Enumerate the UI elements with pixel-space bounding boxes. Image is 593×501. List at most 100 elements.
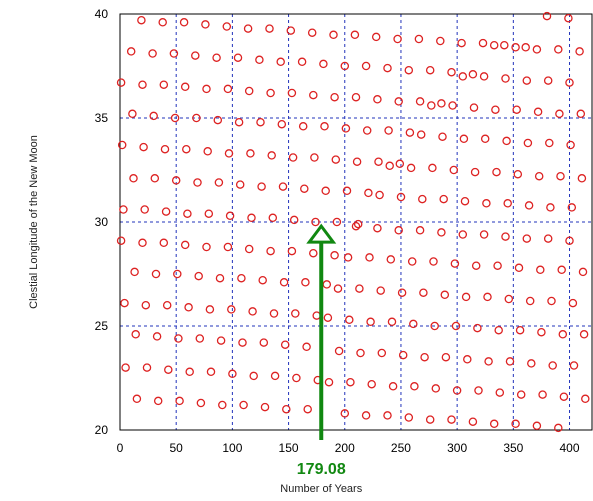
data-point [214,178,224,187]
y-tick-label: 20 [95,423,109,437]
data-point [478,38,488,48]
data-point [116,78,126,87]
data-point [393,34,402,44]
data-point [233,53,243,62]
data-point [269,309,279,318]
data-point [394,226,403,235]
data-point [559,392,569,401]
data-point [170,113,180,123]
data-point [503,199,512,208]
data-point [501,232,510,241]
data-point [511,419,520,429]
data-point [334,346,344,356]
data-point [410,382,419,391]
data-point [524,201,534,210]
data-point [228,369,237,379]
x-tick-label: 0 [117,441,124,455]
data-point [247,213,256,223]
data-point [248,307,257,316]
data-point [289,215,299,225]
data-point [555,109,564,119]
data-point [568,298,578,308]
data-point [149,111,158,121]
data-point [292,373,301,383]
data-point [495,388,505,397]
data-point [449,165,459,175]
data-point [473,323,482,333]
data-point [556,171,565,181]
data-point [425,415,435,424]
data-point [138,80,147,89]
data-point [548,361,557,370]
data-point [202,84,211,94]
data-point [521,43,530,52]
data-point [523,138,533,148]
data-point [224,149,234,158]
data-point [567,203,577,212]
data-point [491,105,500,114]
data-point [333,284,343,293]
x-tick-label: 400 [560,441,580,455]
data-point [386,255,396,264]
data-point [377,348,387,358]
data-point [543,76,553,85]
data-point [137,15,146,25]
data-point [438,132,447,141]
data-point [451,321,461,331]
data-point [418,194,427,204]
data-point [311,217,320,227]
data-point [537,327,546,337]
data-point [516,390,526,399]
data-point [405,128,415,137]
data-point [184,303,193,312]
data-point [319,59,328,69]
data-point [307,28,317,37]
data-point [468,417,478,426]
data-point [276,57,285,67]
data-point [201,20,210,29]
data-point [385,161,394,171]
data-point [297,57,307,67]
data-point [575,47,584,56]
data-point [244,86,254,96]
data-point [279,278,289,287]
data-point [395,159,405,169]
x-axis-label: Number of Years [280,483,362,495]
data-point [162,300,172,310]
data-point [234,117,244,127]
data-point [352,157,362,166]
data-point [138,238,147,248]
data-point [346,377,355,387]
data-point [330,251,339,260]
data-point [511,43,520,52]
data-point [249,371,258,381]
data-point [185,367,194,377]
annotation: 179.08 [297,223,346,478]
data-point [522,76,532,85]
data-point [512,105,521,114]
data-point [288,153,298,162]
data-point [383,63,392,73]
data-point [117,140,127,150]
data-point [340,61,350,71]
data-point [243,24,253,33]
data-point [132,394,142,404]
data-point [342,186,352,196]
data-point [387,317,397,327]
data-point [558,330,568,339]
y-tick-label: 35 [95,111,109,125]
data-point [427,101,436,110]
data-point [489,419,499,429]
data-point [206,367,216,377]
data-point [182,144,191,154]
data-point [256,117,265,127]
data-point [237,273,246,283]
data-point [309,248,318,258]
y-axis-label: Clestial Longitude of the New Moon [28,135,40,309]
data-point [131,330,140,339]
data-point [142,363,152,372]
data-point [577,174,587,183]
data-point [431,384,441,393]
data-point [483,292,492,302]
